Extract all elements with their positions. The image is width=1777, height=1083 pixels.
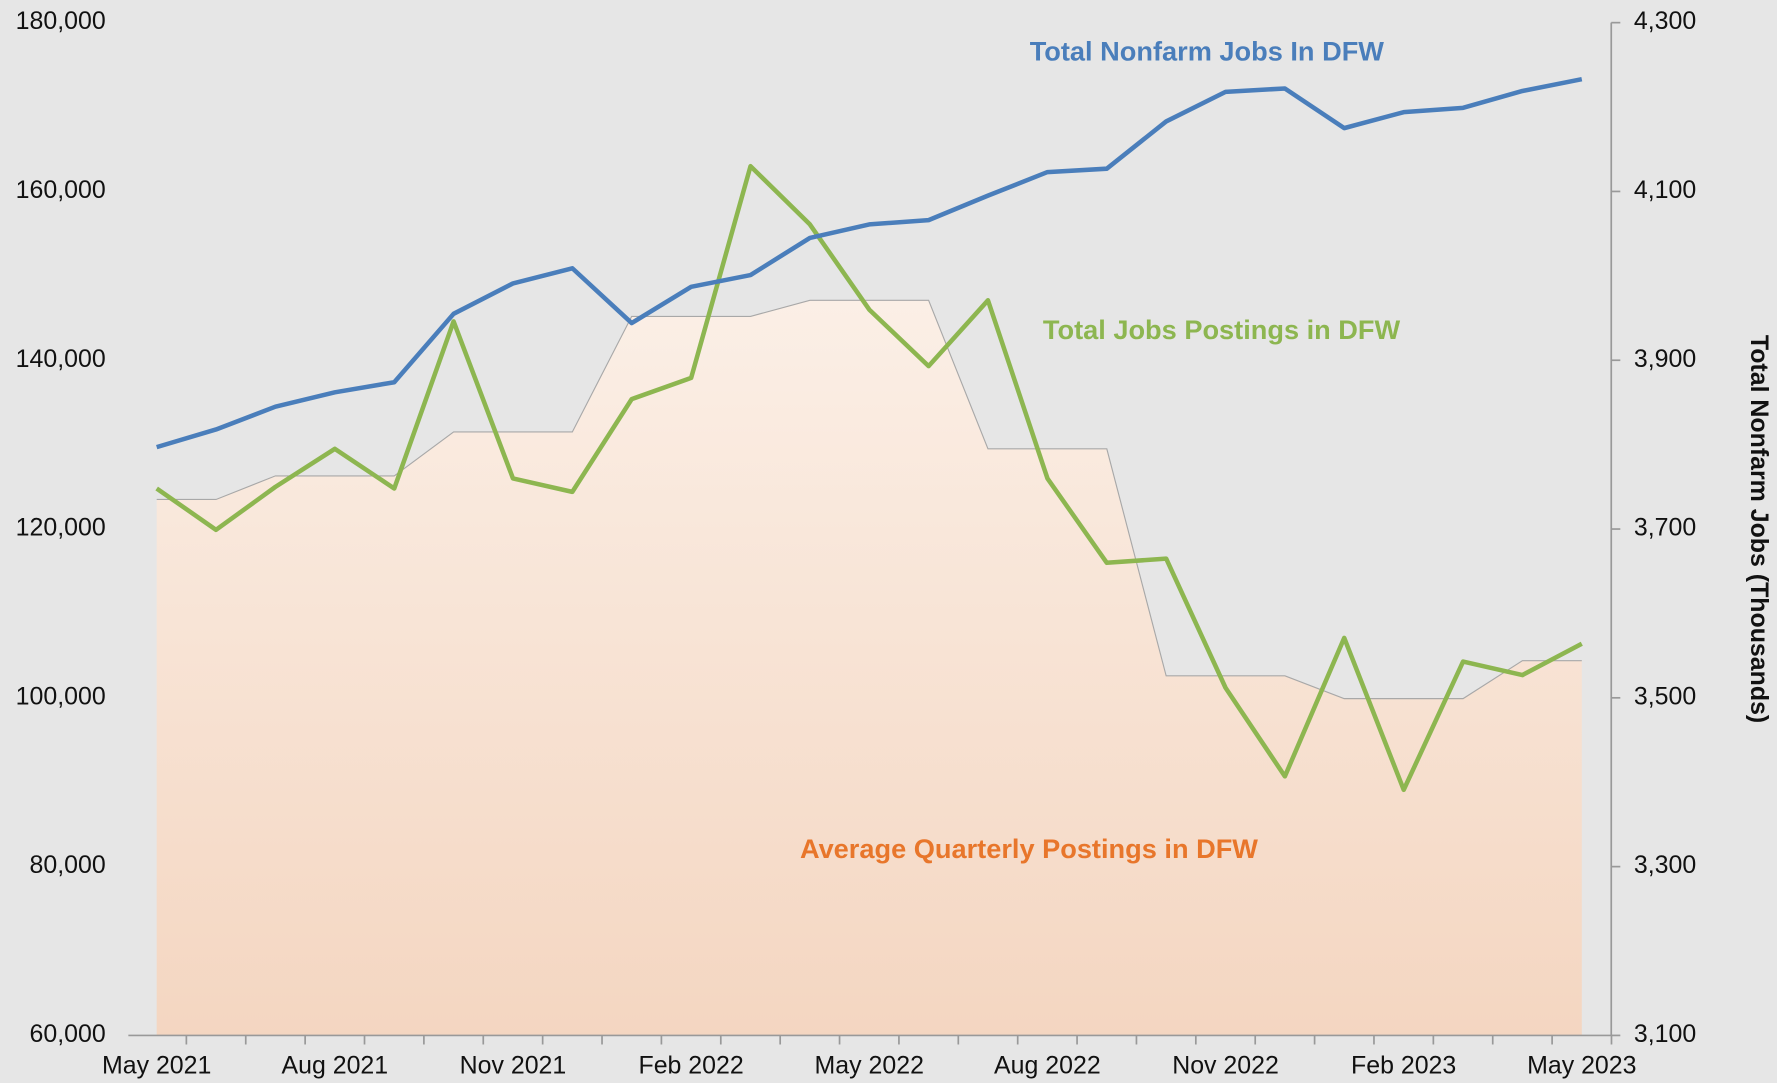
y2-tick-label: 4,300 <box>1634 7 1696 35</box>
y-tick-label: 60,000 <box>30 1020 106 1048</box>
x-tick-label: Nov 2021 <box>460 1052 567 1080</box>
y2-axis-title: Total Nonfarm Jobs (Thousands) <box>1745 335 1773 723</box>
y-tick-label: 160,000 <box>16 176 106 204</box>
series-label: Average Quarterly Postings in DFW <box>800 833 1258 864</box>
y2-tick-label: 3,900 <box>1634 345 1696 373</box>
x-tick-label: Aug 2022 <box>994 1052 1101 1080</box>
line <box>155 163 1583 793</box>
y2-tick-label: 4,100 <box>1634 176 1696 204</box>
y-tick-label: 80,000 <box>30 851 106 879</box>
y2-tick-label: 3,100 <box>1634 1020 1696 1048</box>
x-tick-label: May 2022 <box>815 1052 924 1080</box>
x-tick-label: May 2021 <box>102 1052 211 1080</box>
y2-tick-label: 3,500 <box>1634 682 1696 710</box>
y-tick-label: 100,000 <box>16 682 106 710</box>
series-label: Total Jobs Postings in DFW <box>1043 314 1401 345</box>
y-tick-label: 120,000 <box>16 514 106 542</box>
x-tick-label: May 2023 <box>1527 1052 1636 1080</box>
y-tick-label: 140,000 <box>16 345 106 373</box>
y-tick-label: 180,000 <box>16 7 106 35</box>
y2-tick-label: 3,700 <box>1634 514 1696 542</box>
x-tick-label: Feb 2022 <box>638 1052 743 1080</box>
area-edge <box>156 299 1582 700</box>
x-tick-label: Feb 2023 <box>1351 1052 1456 1080</box>
area <box>156 300 1582 1036</box>
y2-tick-label: 3,300 <box>1634 851 1696 879</box>
x-tick-label: Aug 2021 <box>281 1052 388 1080</box>
line <box>156 76 1583 450</box>
series-label: Total Nonfarm Jobs In DFW <box>1030 35 1385 66</box>
x-tick-label: Nov 2022 <box>1172 1052 1279 1080</box>
